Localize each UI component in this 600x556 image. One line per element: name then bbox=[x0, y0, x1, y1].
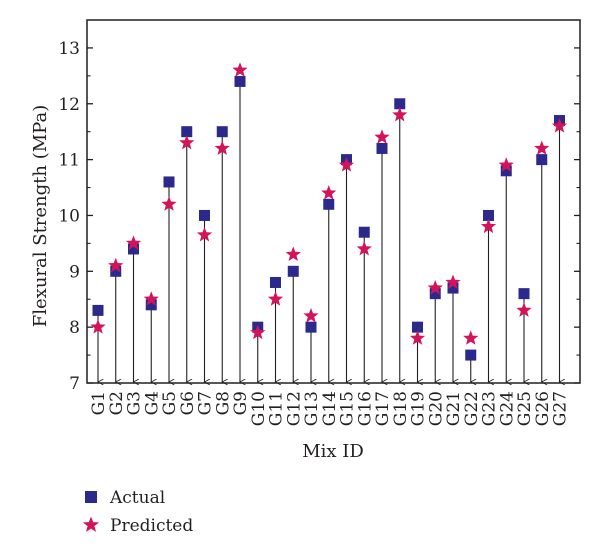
actual-point bbox=[181, 126, 193, 138]
x-tick-label: G21 bbox=[444, 391, 464, 426]
actual-point bbox=[305, 321, 317, 333]
x-tick-label: G25 bbox=[515, 391, 535, 426]
actual-point bbox=[199, 209, 210, 221]
y-tick-label: 13 bbox=[58, 39, 80, 59]
actual-point bbox=[358, 226, 370, 238]
predicted-point bbox=[498, 157, 514, 172]
x-tick-label: G4 bbox=[142, 391, 162, 415]
predicted-point bbox=[516, 302, 532, 317]
actual-point bbox=[394, 98, 406, 110]
y-tick-label: 7 bbox=[69, 374, 80, 394]
x-tick-label: G20 bbox=[426, 391, 446, 426]
predicted-point bbox=[285, 246, 301, 262]
x-tick-label: G8 bbox=[213, 391, 233, 415]
x-tick-label: G27 bbox=[551, 391, 571, 426]
y-tick-label: 8 bbox=[69, 318, 80, 338]
y-tick-label: 9 bbox=[69, 262, 80, 282]
actual-point bbox=[163, 176, 175, 188]
x-tick-label: G9 bbox=[231, 391, 251, 415]
legend-actual-label: Actual bbox=[109, 488, 165, 508]
predicted-point bbox=[214, 140, 230, 155]
y-axis-title: Flexural Strength (MPa) bbox=[30, 105, 51, 327]
legend-actual-marker bbox=[85, 491, 97, 503]
actual-point bbox=[110, 265, 122, 277]
actual-point bbox=[465, 349, 477, 361]
actual-point bbox=[483, 209, 494, 221]
legend-predicted-marker bbox=[82, 516, 100, 532]
predicted-point bbox=[125, 235, 142, 250]
predicted-point bbox=[196, 227, 213, 242]
actual-point bbox=[216, 126, 228, 138]
actual-point bbox=[287, 265, 299, 277]
x-tick-label: G17 bbox=[373, 391, 393, 426]
predicted-point bbox=[338, 157, 355, 172]
predicted-point bbox=[267, 291, 284, 306]
legend-predicted-label: Predicted bbox=[110, 516, 193, 536]
x-tick-label: G10 bbox=[249, 391, 269, 426]
predicted-point bbox=[90, 319, 106, 334]
actual-point bbox=[270, 276, 281, 288]
predicted-point bbox=[374, 129, 390, 144]
actual-point bbox=[145, 299, 157, 311]
x-tick-label: G15 bbox=[338, 391, 358, 426]
predicted-point bbox=[480, 218, 497, 234]
x-tick-label: G24 bbox=[497, 391, 517, 426]
actual-point bbox=[323, 198, 335, 210]
predicted-point bbox=[303, 307, 319, 323]
y-axis-ticks: 7 8 9 10 11 12 13 bbox=[58, 39, 580, 394]
x-tick-label: G3 bbox=[125, 391, 145, 415]
legend: Actual Predicted bbox=[82, 488, 193, 536]
x-tick-label: G14 bbox=[320, 391, 340, 426]
x-tick-label: G19 bbox=[409, 391, 429, 426]
x-tick-label: G22 bbox=[462, 391, 482, 426]
actual-point bbox=[500, 165, 512, 177]
predicted-point bbox=[392, 106, 408, 122]
x-tick-label: G18 bbox=[391, 391, 411, 426]
x-tick-label: G13 bbox=[302, 391, 322, 426]
predicted-point bbox=[409, 330, 426, 345]
x-tick-label: G11 bbox=[267, 391, 287, 426]
x-tick-label: G1 bbox=[89, 391, 109, 415]
x-tick-label: G2 bbox=[107, 391, 127, 415]
drop-lines bbox=[98, 81, 560, 382]
actual-point bbox=[92, 304, 104, 316]
predicted-point bbox=[250, 324, 266, 340]
predicted-point bbox=[463, 330, 479, 345]
predicted-point bbox=[356, 240, 372, 256]
y-tick-label: 10 bbox=[58, 206, 80, 226]
actual-point bbox=[376, 142, 388, 154]
actual-point bbox=[234, 75, 246, 87]
predicted-point bbox=[179, 134, 195, 150]
x-tick-label: G16 bbox=[355, 391, 375, 426]
actual-point bbox=[447, 282, 459, 294]
data-markers bbox=[90, 62, 568, 361]
y-tick-label: 12 bbox=[58, 95, 80, 115]
predicted-point bbox=[551, 118, 568, 133]
predicted-point bbox=[427, 280, 443, 295]
predicted-point bbox=[161, 196, 177, 211]
x-tick-label: G7 bbox=[196, 391, 216, 415]
actual-point bbox=[429, 288, 441, 300]
x-tick-label: G6 bbox=[178, 391, 198, 415]
predicted-point bbox=[232, 62, 248, 77]
x-tick-label: G26 bbox=[533, 391, 553, 426]
actual-point bbox=[518, 288, 530, 300]
predicted-point bbox=[108, 257, 124, 273]
actual-point bbox=[412, 321, 423, 333]
predicted-point bbox=[143, 291, 159, 306]
x-tick-label: G23 bbox=[480, 391, 500, 426]
y-tick-label: 11 bbox=[58, 151, 80, 171]
predicted-point bbox=[321, 185, 337, 200]
x-tick-label: G12 bbox=[284, 391, 304, 426]
predicted-point bbox=[445, 274, 461, 289]
x-axis-title: Mix ID bbox=[302, 441, 364, 462]
actual-point bbox=[536, 154, 548, 166]
predicted-point bbox=[534, 140, 550, 155]
x-tick-label: G5 bbox=[160, 391, 180, 415]
actual-point bbox=[128, 243, 139, 255]
x-axis-ticks: G1G2G3G4G5G6G7G8G9G10G11G12G13G14G15G16G… bbox=[89, 391, 571, 426]
